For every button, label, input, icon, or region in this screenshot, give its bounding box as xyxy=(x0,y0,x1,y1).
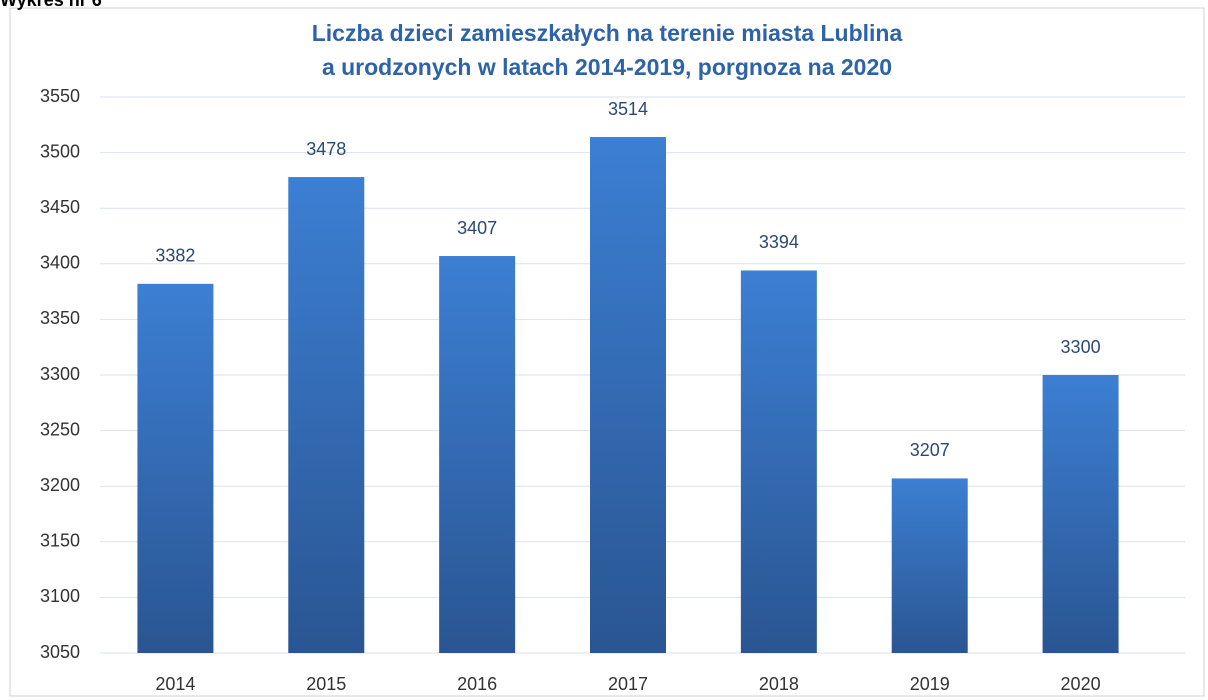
bar xyxy=(891,478,968,653)
x-tick-label: 2014 xyxy=(155,674,195,694)
x-tick-label: 2015 xyxy=(306,674,346,694)
data-label: 3407 xyxy=(457,218,497,238)
y-tick-label: 3450 xyxy=(40,197,80,217)
y-tick-label: 3550 xyxy=(40,86,80,106)
data-label: 3207 xyxy=(910,440,950,460)
bar xyxy=(740,270,817,653)
chart-title: a urodzonych w latach 2014-2019, porgnoz… xyxy=(322,54,892,80)
y-tick-label: 3150 xyxy=(40,531,80,551)
x-tick-label: 2019 xyxy=(910,674,950,694)
x-tick-label: 2020 xyxy=(1061,674,1101,694)
y-tick-label: 3200 xyxy=(40,475,80,495)
y-tick-label: 3250 xyxy=(40,419,80,439)
bar xyxy=(1042,375,1119,653)
y-tick-label: 3050 xyxy=(40,642,80,662)
y-tick-label: 3400 xyxy=(40,253,80,273)
y-tick-label: 3300 xyxy=(40,364,80,384)
data-label: 3394 xyxy=(759,232,799,252)
caption: Wykres nr 6 xyxy=(0,0,102,10)
bar xyxy=(137,283,214,653)
bar xyxy=(439,256,516,653)
data-label: 3478 xyxy=(306,139,346,159)
x-tick-label: 2018 xyxy=(759,674,799,694)
x-tick-label: 2017 xyxy=(608,674,648,694)
x-tick-label: 2016 xyxy=(457,674,497,694)
y-tick-label: 3500 xyxy=(40,141,80,161)
data-label: 3514 xyxy=(608,99,648,119)
y-tick-label: 3100 xyxy=(40,586,80,606)
bar xyxy=(288,177,365,653)
data-label: 3382 xyxy=(155,246,195,266)
y-tick-label: 3350 xyxy=(40,308,80,328)
chart-title: Liczba dzieci zamieszkałych na terenie m… xyxy=(312,20,903,46)
data-label: 3300 xyxy=(1061,337,1101,357)
bar xyxy=(590,137,666,654)
